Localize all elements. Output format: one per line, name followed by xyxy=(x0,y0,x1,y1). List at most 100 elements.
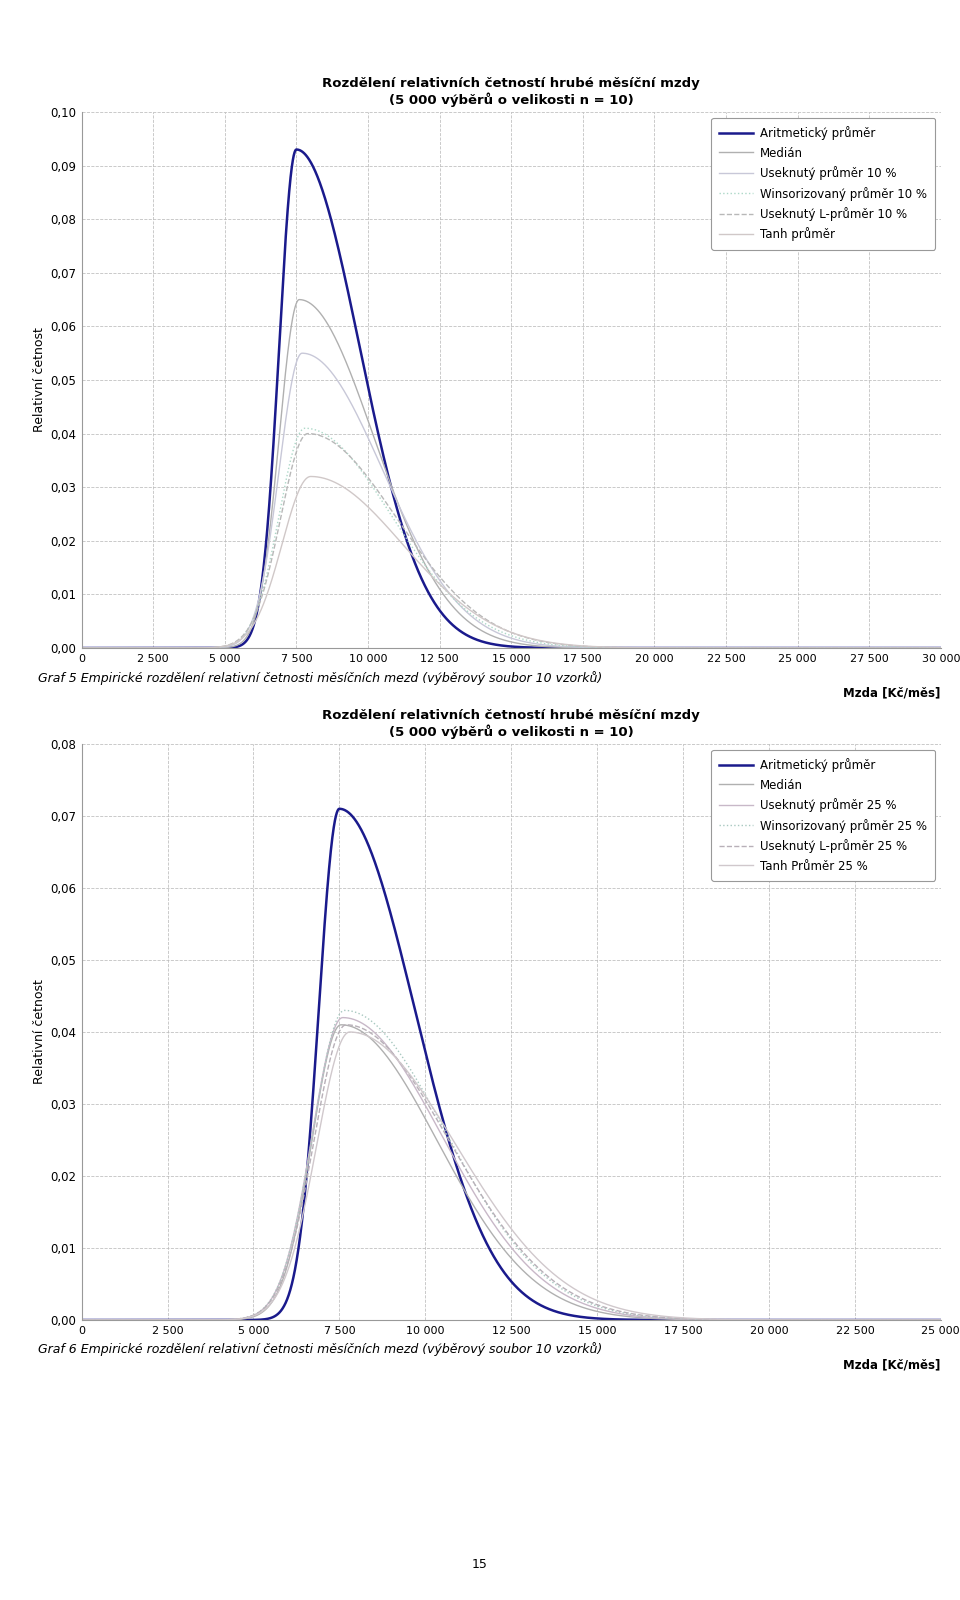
Winsorizovaný průměr 25 % xyxy=(76,1310,87,1330)
Aritmetický průměr xyxy=(635,638,646,658)
Line: Tanh Průměr 25 %: Tanh Průměr 25 % xyxy=(82,1032,941,1320)
Useknutý L-průměr 25 % xyxy=(76,1310,87,1330)
Useknutý průměr 25 % xyxy=(635,1307,646,1326)
Aritmetický průměr xyxy=(782,638,794,658)
Useknutý průměr 25 % xyxy=(76,1310,87,1330)
Tanh Průměr 25 % xyxy=(232,1309,244,1328)
Useknutý průměr 10 % xyxy=(404,520,416,539)
Medián xyxy=(232,1310,244,1330)
Useknutý L-průměr 25 % xyxy=(782,1310,794,1330)
Medián xyxy=(591,638,603,658)
Tanh Průměr 25 % xyxy=(782,1310,794,1330)
Winsorizovaný průměr 25 % xyxy=(339,1002,350,1021)
Useknutý průměr 25 % xyxy=(232,1309,244,1328)
Line: Medián: Medián xyxy=(82,1026,941,1320)
Aritmetický průměr xyxy=(76,638,87,658)
Winsorizovaný průměr 10 % xyxy=(635,638,646,658)
Useknutý L-průměr 25 % xyxy=(341,1016,352,1035)
Aritmetický průměr xyxy=(717,638,729,658)
Tanh průměr xyxy=(305,467,317,486)
Winsorizovaný průměr 25 % xyxy=(635,1306,646,1325)
Medián xyxy=(335,1016,347,1035)
Tanh průměr xyxy=(635,638,646,658)
Aritmetický průměr xyxy=(291,139,302,158)
Useknutý průměr 25 % xyxy=(404,1069,416,1088)
Tanh Průměr 25 % xyxy=(76,1310,87,1330)
Winsorizovaný průměr 25 % xyxy=(232,1309,244,1328)
Useknutý L-průměr 10 % xyxy=(935,638,947,658)
Useknutý L-průměr 25 % xyxy=(935,1310,947,1330)
Useknutý L-průměr 25 % xyxy=(717,1310,729,1330)
Tanh průměr xyxy=(717,638,729,658)
Legend: Aritmetický průměr, Medián, Useknutý průměr 25 %, Winsorizovaný průměr 25 %, Use: Aritmetický průměr, Medián, Useknutý prů… xyxy=(711,750,935,880)
Useknutý průměr 10 % xyxy=(232,632,244,651)
Aritmetický průměr xyxy=(232,1310,244,1330)
Text: Mzda [Kč/měs]: Mzda [Kč/měs] xyxy=(844,1358,941,1371)
Aritmetický průměr xyxy=(232,637,244,656)
Line: Medián: Medián xyxy=(82,299,941,648)
Useknutý průměr 10 % xyxy=(76,638,87,658)
Winsorizovaný průměr 10 % xyxy=(232,630,244,650)
Useknutý průměr 10 % xyxy=(635,638,646,658)
Legend: Aritmetický průměr, Medián, Useknutý průměr 10 %, Winsorizovaný průměr 10 %, Use: Aritmetický průměr, Medián, Useknutý prů… xyxy=(711,118,935,250)
Line: Tanh průměr: Tanh průměr xyxy=(82,477,941,648)
Tanh průměr xyxy=(591,637,603,656)
Winsorizovaný průměr 25 % xyxy=(935,1310,947,1330)
Y-axis label: Relativní četnost: Relativní četnost xyxy=(33,979,46,1085)
Tanh Průměr 25 % xyxy=(935,1310,947,1330)
Useknutý průměr 10 % xyxy=(717,638,729,658)
Medián xyxy=(591,1302,603,1322)
Winsorizovaný průměr 10 % xyxy=(300,419,311,438)
Tanh průměr xyxy=(782,638,794,658)
Line: Useknutý průměr 25 %: Useknutý průměr 25 % xyxy=(82,1018,941,1320)
Winsorizovaný průměr 25 % xyxy=(782,1310,794,1330)
Medián xyxy=(635,638,646,658)
Title: Rozdělení relativních četností hrubé měsíční mzdy
(5 000 výběrů o velikosti n = : Rozdělení relativních četností hrubé měs… xyxy=(323,77,700,107)
Winsorizovaný průměr 10 % xyxy=(717,638,729,658)
Line: Useknutý L-průměr 25 %: Useknutý L-průměr 25 % xyxy=(82,1026,941,1320)
Medián xyxy=(76,1310,87,1330)
Winsorizovaný průměr 10 % xyxy=(782,638,794,658)
Useknutý průměr 25 % xyxy=(591,1299,603,1318)
Medián xyxy=(717,1310,729,1330)
Text: Graf 6 Empirické rozdělení relativní četnosti měsíčních mezd (výběrový soubor 10: Graf 6 Empirické rozdělení relativní čet… xyxy=(38,1342,603,1355)
Text: Mzda [Kč/měs]: Mzda [Kč/měs] xyxy=(844,686,941,699)
Tanh Průměr 25 % xyxy=(404,1066,416,1085)
Useknutý průměr 10 % xyxy=(935,638,947,658)
Tanh Průměr 25 % xyxy=(344,1022,355,1042)
Aritmetický průměr xyxy=(717,1310,729,1330)
Useknutý průměr 10 % xyxy=(591,638,603,658)
Useknutý L-průměr 10 % xyxy=(76,638,87,658)
Medián xyxy=(717,638,729,658)
Aritmetický průměr xyxy=(935,638,947,658)
Winsorizovaný průměr 25 % xyxy=(591,1296,603,1315)
Aritmetický průměr xyxy=(404,981,416,1000)
Winsorizovaný průměr 25 % xyxy=(404,1059,416,1078)
Winsorizovaný průměr 10 % xyxy=(591,638,603,658)
Tanh průměr xyxy=(404,542,416,562)
Useknutý L-průměr 10 % xyxy=(404,528,416,547)
Useknutý průměr 25 % xyxy=(337,1008,348,1027)
Useknutý L-průměr 25 % xyxy=(591,1294,603,1314)
Line: Aritmetický průměr: Aritmetický průměr xyxy=(82,810,941,1320)
Medián xyxy=(404,1082,416,1101)
Winsorizovaný průměr 25 % xyxy=(717,1310,729,1330)
Tanh průměr xyxy=(935,638,947,658)
Medián xyxy=(935,1310,947,1330)
Text: 15: 15 xyxy=(472,1558,488,1571)
Useknutý průměr 10 % xyxy=(297,344,308,363)
Tanh Průměr 25 % xyxy=(717,1310,729,1330)
Useknutý L-průměr 25 % xyxy=(635,1306,646,1325)
Useknutý průměr 10 % xyxy=(782,638,794,658)
Medián xyxy=(404,523,416,542)
Medián xyxy=(635,1309,646,1328)
Tanh Průměr 25 % xyxy=(591,1291,603,1310)
Tanh průměr xyxy=(76,638,87,658)
Useknutý L-průměr 10 % xyxy=(635,638,646,658)
Useknutý L-průměr 10 % xyxy=(717,638,729,658)
Medián xyxy=(782,1310,794,1330)
Aritmetický průměr xyxy=(404,541,416,560)
Winsorizovaný průměr 10 % xyxy=(935,638,947,658)
Aritmetický průměr xyxy=(782,1310,794,1330)
Aritmetický průměr xyxy=(935,1310,947,1330)
